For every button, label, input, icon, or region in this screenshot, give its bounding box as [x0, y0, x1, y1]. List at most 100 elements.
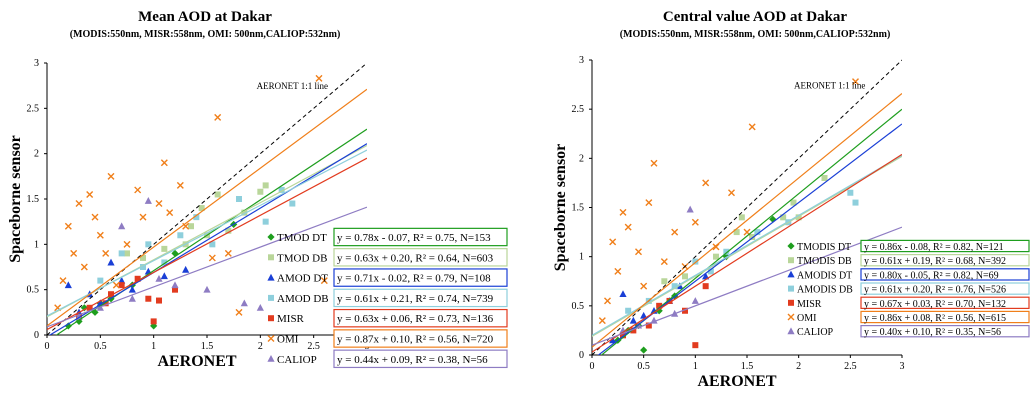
amodis-db-point [847, 189, 854, 196]
tmodis-db-point [713, 253, 719, 260]
y-tick-label: 2.5 [27, 103, 40, 114]
legend-label-amod-db: AMOD DB [277, 293, 329, 305]
equation-amodis-db: y = 0.61x + 0.20, R² = 0.76, N=526 [864, 285, 1006, 296]
one-to-one-label: AERONET 1:1 line [794, 81, 865, 91]
tmodis-db-point [780, 214, 787, 221]
y-tick-label: 3 [579, 55, 584, 66]
omi-point [91, 213, 99, 221]
y-tick-label: 1 [34, 239, 39, 250]
legend-label-tmod-dt: TMOD DT [277, 232, 327, 244]
x-tick-label: 0 [590, 361, 595, 372]
scatter-chart-central-aod: Central value AOD at Dakar (MODIS:550nm, … [552, 9, 1030, 390]
amod-dt-point [118, 276, 126, 284]
equation-box-tmodis-db [860, 254, 1030, 267]
y-tick-label: 0 [579, 350, 584, 361]
tmod-db-point [257, 188, 264, 195]
caliop-point [256, 304, 264, 311]
y-tick-label: 2.5 [572, 104, 585, 115]
equation-box-amodis-dt [860, 268, 1030, 281]
omi-point [155, 200, 163, 208]
omi-point [640, 282, 648, 290]
legend-marker-omi [267, 335, 275, 342]
chart-subtitle: (MODIS:550nm, MISR:558nm, OMI: 500nm,CAL… [620, 29, 891, 40]
legend-label-caliop: CALIOP [277, 354, 317, 366]
legend-marker-misr [788, 299, 794, 306]
legend: TMODIS DT y = 0.86x - 0.08, R² = 0.82, N=… [787, 239, 1030, 338]
caliop-point [128, 294, 136, 302]
caliop-fit-line [592, 226, 902, 346]
omi-point [134, 186, 142, 194]
omi-fit-line [47, 88, 367, 327]
caliop-point [240, 299, 248, 307]
chart-panel-mean-aod: Mean AOD at Dakar (MODIS:550nm, MISR:558n… [0, 0, 520, 400]
omi-point [598, 317, 606, 325]
equation-box-amodis-db [860, 282, 1030, 295]
omi-point [315, 74, 323, 82]
caliop-point [118, 222, 126, 230]
misr-point [134, 275, 141, 282]
one-to-one-label: AERONET 1:1 line [257, 81, 328, 91]
misr-point [656, 302, 663, 309]
omi-point [86, 190, 94, 198]
tmodis-dt-point [640, 346, 648, 354]
misr-fit-line [47, 157, 367, 331]
omi-point [102, 249, 110, 257]
omi-point [160, 159, 168, 167]
tmod-db-point [225, 227, 232, 234]
y-tick-label: 3 [34, 58, 39, 69]
tmod-db-point [214, 191, 221, 198]
equation-box-caliop [860, 325, 1030, 338]
legend-marker-tmodis-db [788, 257, 794, 264]
legend-label-tmodis-dt: TMODIS DT [797, 242, 851, 253]
caliop-point [691, 297, 699, 304]
equation-caliop: y = 0.40x + 0.10, R² = 0.35, N=56 [864, 327, 1001, 338]
omi-point [650, 159, 658, 167]
misr-point [682, 307, 688, 314]
omi-point [702, 179, 710, 187]
x-axis-label: AERONET [157, 353, 236, 370]
chart-title: Mean AOD at Dakar [138, 9, 272, 25]
tmodis-db-point [821, 175, 828, 181]
equation-box-omi [860, 310, 1030, 324]
amod-db-point [97, 277, 104, 284]
amodis-db-point [625, 307, 632, 314]
chart-panel-central-aod: Central value AOD at Dakar (MODIS:550nm, … [530, 0, 1035, 400]
series-omi-points [54, 74, 328, 316]
tmod-dt-point [64, 322, 72, 330]
misr-point [118, 282, 125, 289]
equation-box-misr [860, 296, 1030, 310]
amodis-db-point [852, 199, 859, 206]
equation-amodis-dt: y = 0.80x - 0.05, R² = 0.82, N=69 [864, 270, 999, 281]
tmodis-db-point [795, 214, 802, 221]
amod-dt-point [128, 285, 136, 293]
amod-dt-point [182, 265, 190, 273]
omi-point [604, 297, 611, 305]
amodis-dt-fit-line [597, 123, 902, 355]
equation-amod-db: y = 0.61x + 0.21, R² = 0.74, N=739 [337, 293, 494, 305]
equation-box-amod-db [333, 288, 508, 308]
legend-label-omi: OMI [797, 313, 816, 324]
y-tick-label: 0.5 [27, 285, 40, 296]
amod-dt-point [64, 281, 72, 289]
misr-point [630, 327, 637, 334]
misr-point [172, 286, 178, 293]
x-tick-label: 3 [900, 361, 905, 372]
misr-point [86, 304, 93, 311]
misr-point [145, 295, 152, 302]
x-tick-label: 1 [693, 361, 698, 372]
legend-marker-omi [787, 313, 795, 321]
omi-point [728, 189, 735, 197]
equation-omi: y = 0.87x + 0.10, R² = 0.56, N=720 [337, 334, 494, 346]
one-to-one-line [592, 59, 902, 355]
misr-point [156, 297, 162, 304]
y-tick-label: 1 [579, 252, 584, 263]
equation-tmodis-dt: y = 0.86x - 0.08, R² = 0.82, N=121 [864, 242, 1004, 253]
legend-label-tmod-db: TMOD DB [277, 252, 327, 264]
omi-point [166, 209, 174, 217]
amod-dt-point [107, 258, 115, 266]
tmod-db-point [124, 250, 130, 257]
tmod-db-point [198, 205, 205, 212]
tmodis-db-fit-line [592, 155, 902, 337]
omi-point [224, 249, 232, 257]
legend-label-misr: MISR [277, 313, 305, 325]
